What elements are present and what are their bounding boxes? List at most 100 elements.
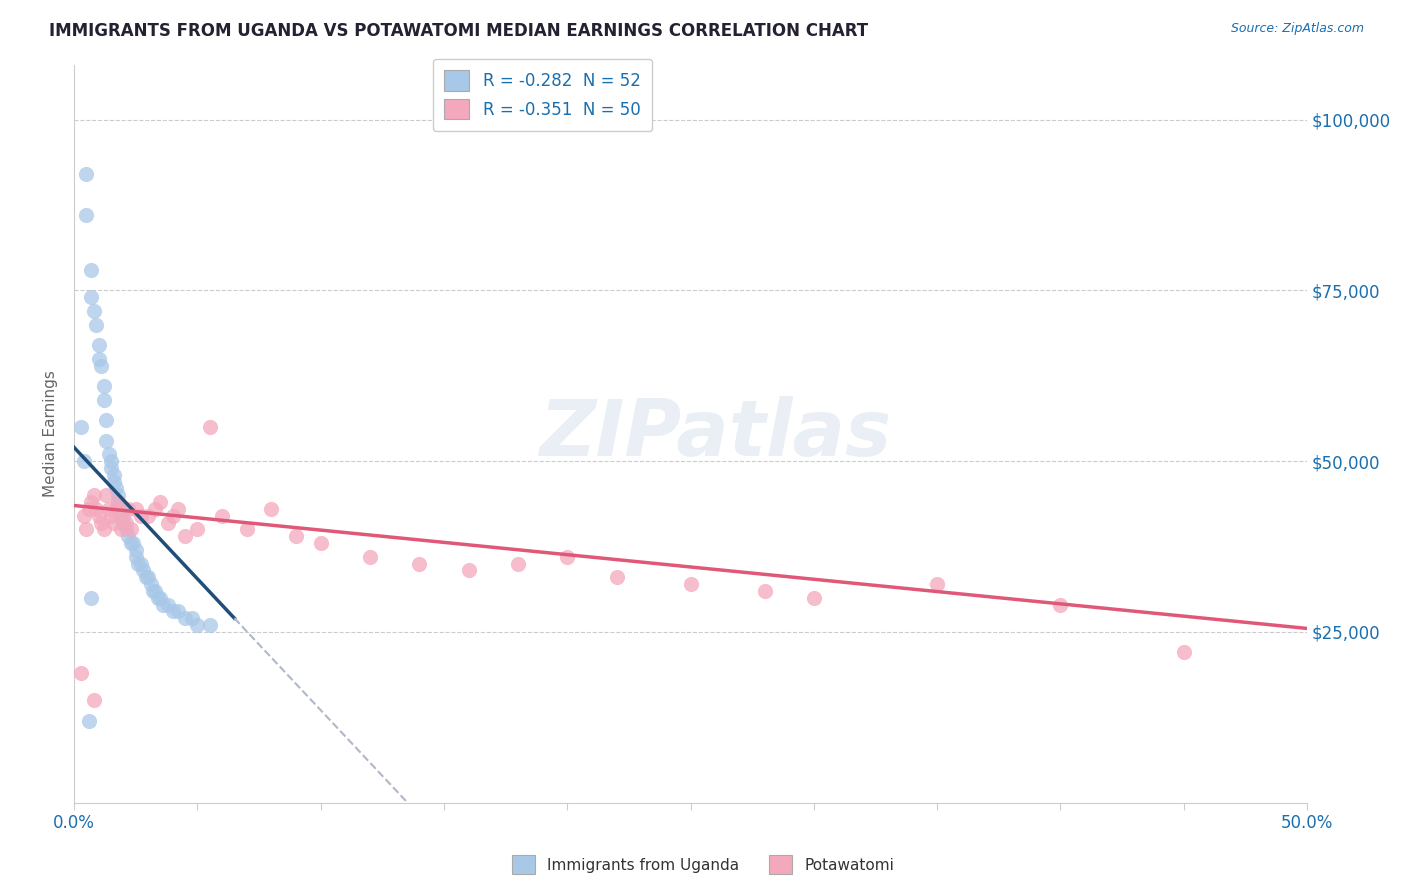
Point: [103, 467, 125, 482]
Point: [83, 693, 105, 707]
Point: [77, 714, 100, 728]
Point: [359, 549, 381, 564]
Point: [149, 591, 172, 605]
Point: [107, 488, 129, 502]
Point: [136, 508, 159, 523]
Point: [70, 420, 93, 434]
Point: [112, 508, 135, 523]
Point: [75, 167, 97, 181]
Point: [927, 577, 949, 591]
Point: [120, 536, 142, 550]
Point: [94, 488, 117, 502]
Point: [110, 508, 132, 523]
Point: [93, 379, 115, 393]
Point: [174, 611, 197, 625]
Point: [103, 516, 125, 530]
Point: [87, 338, 110, 352]
Point: [132, 563, 155, 577]
Point: [162, 604, 184, 618]
Point: [803, 591, 825, 605]
Point: [156, 598, 179, 612]
Point: [117, 529, 139, 543]
Point: [107, 495, 129, 509]
Point: [100, 508, 122, 523]
Point: [186, 523, 208, 537]
Point: [107, 495, 129, 509]
Point: [97, 447, 120, 461]
Y-axis label: Median Earnings: Median Earnings: [44, 370, 58, 497]
Point: [162, 508, 184, 523]
Point: [80, 263, 103, 277]
Point: [117, 502, 139, 516]
Point: [146, 591, 169, 605]
Point: [135, 570, 157, 584]
Point: [122, 536, 145, 550]
Point: [83, 488, 105, 502]
Point: [129, 508, 152, 523]
Point: [260, 502, 283, 516]
Point: [75, 523, 97, 537]
Point: [87, 508, 110, 523]
Legend: R = -0.282  N = 52, R = -0.351  N = 50: R = -0.282 N = 52, R = -0.351 N = 50: [433, 59, 652, 131]
Point: [94, 413, 117, 427]
Legend: Immigrants from Uganda, Potawatomi: Immigrants from Uganda, Potawatomi: [506, 849, 900, 880]
Point: [408, 557, 430, 571]
Point: [93, 523, 115, 537]
Point: [80, 591, 103, 605]
Point: [90, 359, 112, 373]
Point: [94, 434, 117, 448]
Point: [70, 665, 93, 680]
Point: [679, 577, 702, 591]
Text: Source: ZipAtlas.com: Source: ZipAtlas.com: [1230, 22, 1364, 36]
Point: [186, 618, 208, 632]
Point: [120, 523, 142, 537]
Point: [1049, 598, 1071, 612]
Point: [174, 529, 197, 543]
Point: [125, 542, 148, 557]
Point: [211, 508, 233, 523]
Point: [181, 611, 204, 625]
Point: [103, 475, 125, 489]
Point: [125, 502, 148, 516]
Point: [142, 583, 165, 598]
Point: [457, 563, 479, 577]
Point: [127, 557, 149, 571]
Point: [80, 495, 103, 509]
Point: [110, 523, 132, 537]
Text: IMMIGRANTS FROM UGANDA VS POTAWATOMI MEDIAN EARNINGS CORRELATION CHART: IMMIGRANTS FROM UGANDA VS POTAWATOMI MED…: [49, 22, 869, 40]
Point: [139, 577, 162, 591]
Point: [149, 495, 172, 509]
Point: [152, 598, 174, 612]
Point: [1173, 645, 1195, 659]
Point: [136, 570, 159, 584]
Point: [73, 508, 96, 523]
Point: [84, 502, 107, 516]
Point: [506, 557, 529, 571]
Point: [166, 502, 188, 516]
Point: [112, 516, 135, 530]
Point: [166, 604, 188, 618]
Point: [75, 208, 97, 222]
Point: [87, 351, 110, 366]
Point: [90, 516, 112, 530]
Point: [97, 502, 120, 516]
Point: [105, 482, 128, 496]
Point: [235, 523, 257, 537]
Point: [145, 583, 167, 598]
Point: [115, 523, 138, 537]
Point: [100, 454, 122, 468]
Point: [555, 549, 578, 564]
Point: [100, 461, 122, 475]
Point: [125, 549, 148, 564]
Point: [84, 318, 107, 332]
Point: [80, 290, 103, 304]
Point: [129, 557, 152, 571]
Point: [83, 304, 105, 318]
Point: [156, 516, 179, 530]
Point: [285, 529, 308, 543]
Point: [110, 502, 132, 516]
Point: [145, 502, 167, 516]
Point: [198, 618, 221, 632]
Point: [77, 502, 100, 516]
Point: [754, 583, 776, 598]
